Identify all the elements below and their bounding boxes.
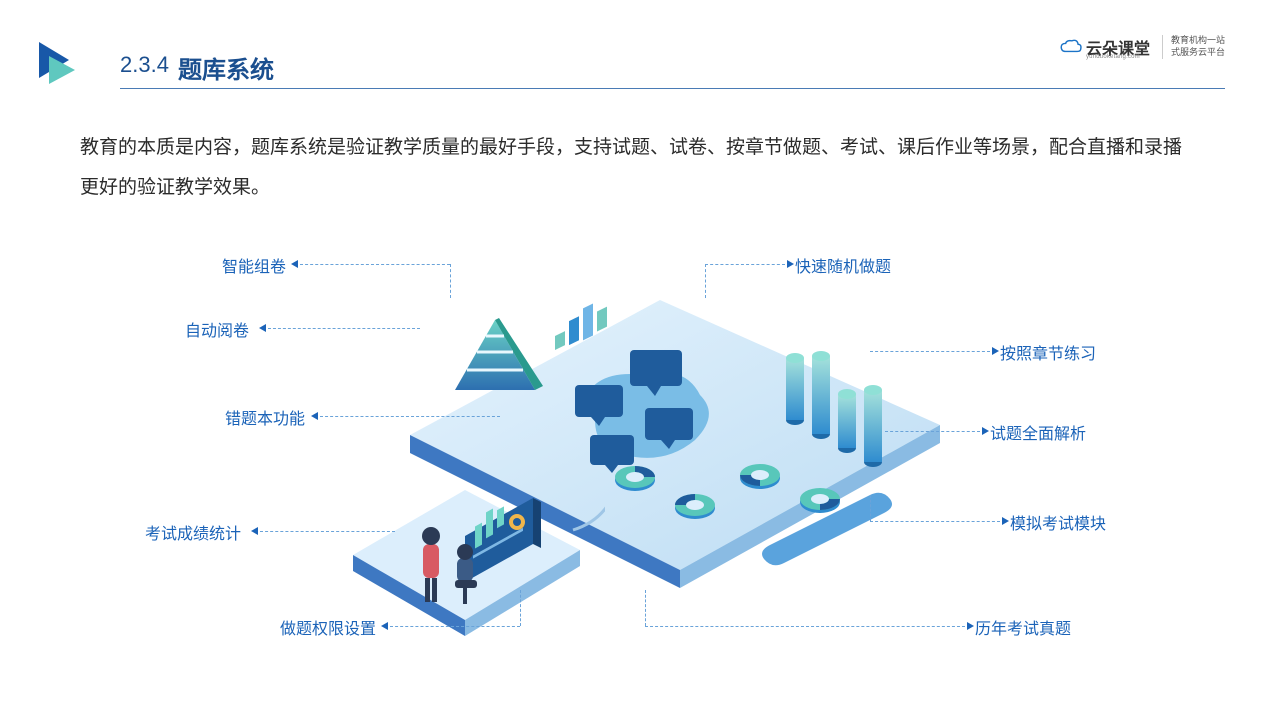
- feature-label: 快速随机做题: [795, 253, 891, 277]
- feature-label: 错题本功能: [225, 405, 305, 429]
- feature-label: 模拟考试模块: [1010, 510, 1106, 534]
- feature-label: 智能组卷: [222, 253, 286, 277]
- feature-label: 自动阅卷: [185, 317, 249, 341]
- header-underline: [120, 88, 1225, 89]
- feature-label: 做题权限设置: [280, 615, 376, 639]
- brand-logo: 云朵课堂 yunduoketang.com 教育机构一站 式服务云平台: [1060, 35, 1225, 59]
- section-number: 2.3.4: [120, 52, 169, 78]
- feature-label: 考试成绩统计: [145, 520, 241, 544]
- feature-label: 按照章节练习: [1000, 340, 1096, 364]
- section-description: 教育的本质是内容，题库系统是验证教学质量的最好手段，支持试题、试卷、按章节做题、…: [80, 128, 1200, 208]
- logo-tagline: 教育机构一站 式服务云平台: [1171, 35, 1225, 58]
- section-arrow-icon: [35, 40, 81, 86]
- isometric-sub-platform: [345, 470, 605, 660]
- feature-label: 历年考试真题: [975, 615, 1071, 639]
- cloud-icon: [1060, 39, 1082, 55]
- logo-domain: yunduoketang.com: [1086, 54, 1140, 60]
- logo-divider: [1162, 35, 1163, 59]
- feature-diagram: 智能组卷自动阅卷错题本功能考试成绩统计做题权限设置 快速随机做题按照章节练习试题全…: [0, 220, 1280, 680]
- section-title: 题库系统: [178, 50, 274, 85]
- feature-label: 试题全面解析: [990, 420, 1086, 444]
